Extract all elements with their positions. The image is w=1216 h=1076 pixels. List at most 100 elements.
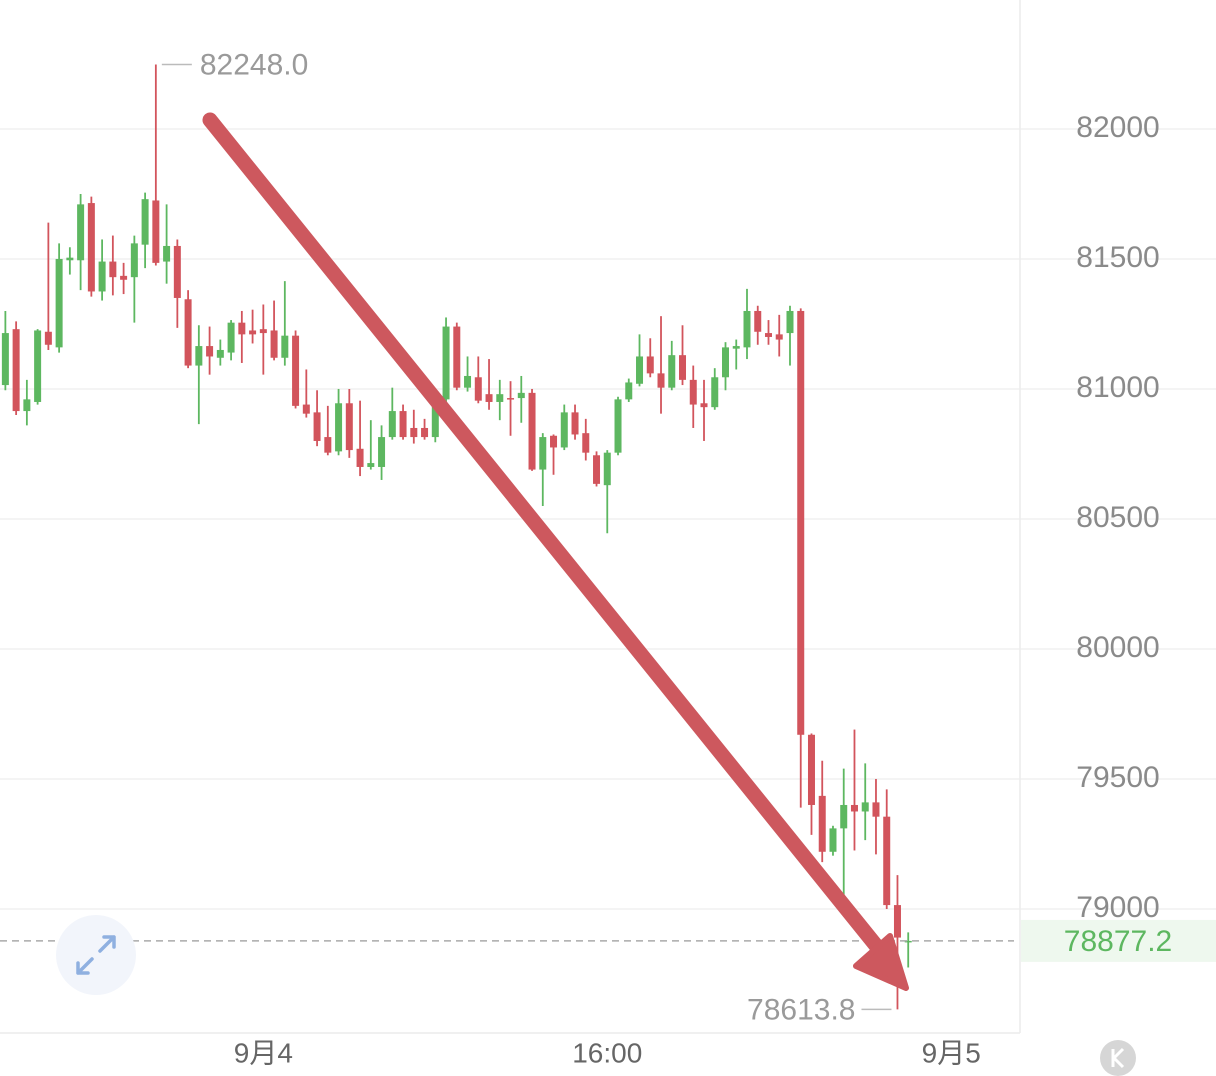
expand-button[interactable]	[56, 915, 136, 995]
candle-body	[689, 379, 697, 405]
k-icon[interactable]	[1100, 1040, 1136, 1076]
candle-body	[646, 356, 654, 374]
candle-body	[464, 375, 472, 388]
candle-body	[1, 333, 9, 386]
candle-body	[872, 802, 880, 817]
last-price-box	[1021, 919, 1216, 962]
candle-body	[195, 346, 203, 366]
candle-body	[259, 329, 267, 334]
candle-body	[55, 258, 63, 348]
candle-body	[829, 828, 837, 852]
candle-body	[98, 261, 106, 292]
candle-body	[743, 310, 751, 348]
low-label: 78613.8	[747, 993, 855, 1026]
candle-body	[410, 427, 418, 438]
candle-body	[764, 333, 772, 337]
candle-body	[238, 322, 246, 335]
candle-body	[44, 331, 52, 345]
candle-body	[560, 412, 568, 448]
candle-body	[34, 330, 42, 402]
candle-body	[66, 257, 74, 261]
candle-body	[12, 329, 20, 412]
candle-body	[700, 403, 708, 408]
candle-body	[507, 398, 515, 400]
candle-body	[163, 245, 171, 262]
candle-body	[335, 403, 343, 452]
candle-body	[550, 435, 558, 448]
candle-body	[593, 455, 601, 484]
candle-body	[786, 310, 794, 334]
candle-body	[292, 335, 300, 406]
candle-body	[120, 275, 128, 280]
y-tick-label: 81500	[1076, 241, 1159, 274]
candle-body	[614, 399, 622, 453]
candle-body	[399, 411, 407, 438]
candle-body	[421, 427, 429, 438]
y-tick-label: 81000	[1076, 371, 1159, 404]
candle-body	[485, 394, 493, 402]
candle-body	[840, 804, 848, 829]
candle-body	[797, 310, 805, 735]
candles	[1, 64, 912, 1010]
candle-body	[302, 404, 310, 414]
candle-body	[732, 346, 740, 349]
candle-body	[754, 310, 762, 332]
x-tick-label: 9月5	[922, 1037, 981, 1068]
trend-arrow-shaft	[202, 112, 886, 956]
candle-body	[582, 433, 590, 453]
candle-body	[130, 243, 138, 278]
candle-body	[539, 437, 547, 470]
candle-body	[152, 200, 160, 263]
candle-body	[216, 349, 224, 358]
candle-body	[77, 204, 85, 261]
candle-body	[775, 334, 783, 340]
candle-body	[883, 816, 891, 906]
candle-body	[861, 802, 869, 812]
high-label: 82248.0	[200, 48, 308, 81]
candle-body	[818, 795, 826, 852]
candle-body	[345, 403, 353, 451]
candle-body	[227, 322, 235, 353]
candle-body	[367, 463, 375, 467]
candle-body	[474, 377, 482, 401]
candle-body	[324, 437, 332, 453]
candle-body	[173, 245, 181, 298]
candle-body	[388, 411, 396, 438]
candle-body	[109, 261, 117, 278]
y-tick-label: 80500	[1076, 501, 1159, 534]
candle-body	[893, 905, 901, 938]
candle-body	[668, 355, 676, 388]
candle-body	[679, 355, 687, 380]
candle-body	[571, 412, 579, 435]
candle-body	[281, 335, 289, 358]
candle-body	[711, 377, 719, 408]
candle-body	[141, 199, 149, 245]
candle-body	[807, 734, 815, 805]
overlay: 82248.0 78613.8 78877.2	[0, 48, 1216, 1026]
candle-body	[431, 399, 439, 438]
candle-body	[722, 347, 730, 378]
candle-body	[184, 299, 192, 366]
y-tick-label: 82000	[1076, 111, 1159, 144]
candle-body	[603, 452, 611, 486]
candle-body	[528, 392, 536, 470]
last-price-label: 78877.2	[1064, 925, 1172, 958]
candle-body	[636, 356, 644, 384]
candle-body	[378, 437, 386, 467]
candle-body	[657, 373, 665, 388]
candle-body	[206, 346, 214, 357]
candle-body	[442, 326, 450, 400]
candle-body	[249, 330, 257, 335]
candle-body	[23, 399, 31, 412]
x-tick-label: 9月4	[234, 1037, 293, 1068]
candle-body	[517, 392, 525, 399]
x-tick-label: 16:00	[572, 1037, 642, 1068]
candle-body	[496, 394, 504, 402]
candle-body	[313, 412, 321, 441]
candle-body	[850, 804, 858, 812]
y-tick-label: 80000	[1076, 631, 1159, 664]
candle-body	[356, 448, 364, 467]
candle-body	[904, 940, 912, 943]
